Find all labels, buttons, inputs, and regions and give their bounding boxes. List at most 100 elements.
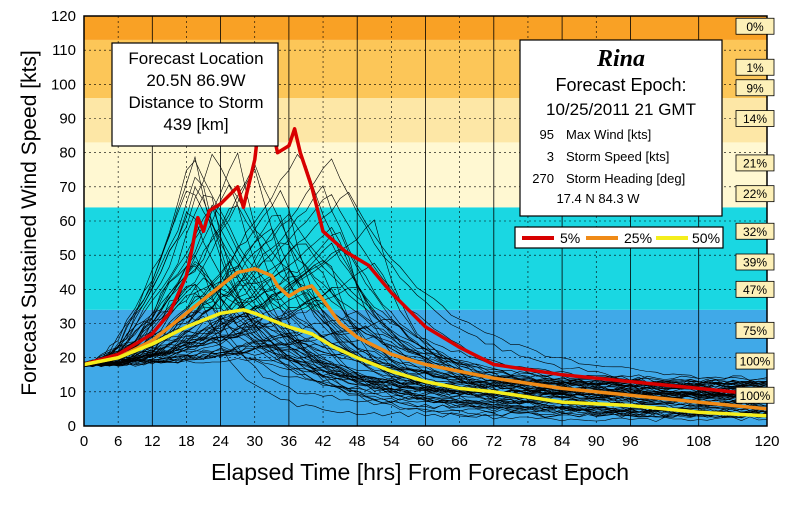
x-tick-0: 0 bbox=[80, 433, 88, 450]
x-tick-54: 54 bbox=[383, 433, 400, 450]
x-tick-108: 108 bbox=[686, 433, 711, 450]
x-axis-title: Elapsed Time [hrs] From Forecast Epoch bbox=[211, 459, 629, 485]
prob-label-11: 100% bbox=[740, 389, 771, 403]
y-tick-30: 30 bbox=[59, 316, 76, 333]
prob-label-3: 14% bbox=[743, 112, 767, 126]
prob-box-2 bbox=[735, 79, 775, 97]
y-tick-80: 80 bbox=[59, 145, 76, 162]
plot-frame bbox=[83, 15, 768, 427]
prob-box-3 bbox=[735, 110, 775, 127]
prob-label-0: 0% bbox=[746, 20, 764, 34]
ensemble-track-63 bbox=[84, 176, 767, 393]
prob-label-8: 47% bbox=[743, 283, 767, 297]
y-tick-0: 0 bbox=[68, 418, 76, 435]
series-line-25% bbox=[84, 267, 767, 411]
forecast-location-box: Forecast Location 20.5N 86.9W Distance t… bbox=[111, 42, 279, 147]
x-tick-24: 24 bbox=[212, 433, 229, 450]
y-tick-120: 120 bbox=[51, 8, 76, 25]
x-tick-90: 90 bbox=[588, 433, 605, 450]
prob-label-7: 39% bbox=[743, 256, 767, 270]
prob-label-9: 75% bbox=[743, 324, 767, 338]
storm-name: Rina bbox=[596, 46, 645, 72]
prob-box-10 bbox=[735, 352, 775, 370]
ensemble-track-58 bbox=[84, 265, 767, 414]
probability-labels: 0% 1% 9% 14% 21% 22% 32% 39% 47% 75% 100% 100% bbox=[735, 17, 775, 404]
stat-label-storm-speed: Storm Speed [kts] bbox=[566, 149, 669, 164]
y-tick-labels: 0 10 20 30 40 50 60 70 80 90 100 110 120 bbox=[51, 8, 76, 435]
y-tick-90: 90 bbox=[59, 111, 76, 128]
prob-box-4 bbox=[735, 154, 775, 172]
ensemble-track-68 bbox=[84, 277, 767, 403]
x-tick-30: 30 bbox=[246, 433, 263, 450]
x-tick-42: 42 bbox=[315, 433, 332, 450]
legend-label-50pct: 50% bbox=[692, 230, 720, 246]
prob-label-2: 9% bbox=[746, 81, 764, 95]
legend-label-25pct: 25% bbox=[624, 230, 652, 246]
ensemble-track-48 bbox=[84, 325, 767, 390]
stat-value-storm-speed: 3 bbox=[547, 149, 554, 164]
ensemble-track-45 bbox=[84, 292, 767, 408]
distance-value: 439 [km] bbox=[163, 115, 228, 134]
location-coords: 20.5N 86.9W bbox=[146, 71, 245, 90]
stat-label-storm-heading: Storm Heading [deg] bbox=[566, 171, 685, 186]
y-tick-50: 50 bbox=[59, 247, 76, 264]
percentile-series bbox=[84, 92, 767, 418]
prob-box-5 bbox=[735, 185, 775, 203]
x-tick-18: 18 bbox=[178, 433, 195, 450]
stat-value-max-wind: 95 bbox=[540, 127, 554, 142]
y-tick-100: 100 bbox=[51, 76, 76, 93]
x-tick-60: 60 bbox=[417, 433, 434, 450]
ensemble-track-10 bbox=[84, 158, 767, 384]
prob-label-10: 100% bbox=[740, 355, 771, 369]
y-axis-title: Forecast Sustained Wind Speed [kts] bbox=[18, 50, 41, 396]
y-tick-70: 70 bbox=[59, 179, 76, 196]
prob-label-6: 32% bbox=[743, 225, 767, 239]
location-title: Forecast Location bbox=[128, 49, 263, 68]
x-tick-labels: 0 6 12 18 24 30 36 42 48 54 60 66 72 78 84 90 96 108 120 bbox=[80, 433, 780, 450]
x-tick-48: 48 bbox=[349, 433, 366, 450]
prob-box-6 bbox=[735, 222, 775, 240]
y-tick-10: 10 bbox=[59, 384, 76, 401]
ensemble-track-60 bbox=[84, 191, 767, 381]
epoch-value: 10/25/2011 21 GMT bbox=[546, 100, 696, 119]
ensemble-track-29 bbox=[84, 190, 767, 399]
prob-label-5: 22% bbox=[743, 187, 767, 201]
x-tick-84: 84 bbox=[554, 433, 571, 450]
ensemble-track-56 bbox=[84, 194, 767, 398]
prob-box-0 bbox=[735, 17, 775, 35]
y-tick-20: 20 bbox=[59, 350, 76, 367]
y-tick-60: 60 bbox=[59, 213, 76, 230]
ensemble-track-46 bbox=[84, 279, 767, 381]
x-tick-66: 66 bbox=[451, 433, 468, 450]
legend-label-5pct: 5% bbox=[560, 230, 580, 246]
distance-title: Distance to Storm bbox=[128, 93, 263, 112]
epoch-label: Forecast Epoch: bbox=[555, 75, 686, 95]
ensemble-track-30 bbox=[84, 315, 767, 422]
x-tick-120: 120 bbox=[754, 433, 779, 450]
x-tick-72: 72 bbox=[485, 433, 502, 450]
y-tick-40: 40 bbox=[59, 281, 76, 298]
prob-box-1 bbox=[735, 58, 775, 76]
prob-label-4: 21% bbox=[743, 156, 767, 170]
ensemble-track-52 bbox=[84, 168, 767, 406]
prob-box-8 bbox=[735, 280, 775, 298]
prob-box-9 bbox=[735, 321, 775, 339]
x-tick-6: 6 bbox=[114, 433, 122, 450]
stat-label-max-wind: Max Wind [kts] bbox=[566, 127, 651, 142]
x-tick-12: 12 bbox=[144, 433, 161, 450]
series-line-50% bbox=[84, 308, 767, 418]
prob-label-1: 1% bbox=[746, 61, 764, 75]
ensemble-track-69 bbox=[84, 152, 767, 418]
prob-box-11 bbox=[735, 386, 775, 404]
prob-box-7 bbox=[735, 253, 775, 271]
legend: 5% 25% 50% bbox=[514, 226, 724, 249]
y-tick-110: 110 bbox=[52, 42, 76, 59]
x-tick-36: 36 bbox=[281, 433, 298, 450]
x-tick-96: 96 bbox=[622, 433, 639, 450]
ensemble-track-66 bbox=[84, 332, 767, 417]
storm-position: 17.4 N 84.3 W bbox=[556, 191, 640, 206]
stat-value-storm-heading: 270 bbox=[532, 171, 554, 186]
storm-info-box: Rina Forecast Epoch: 10/25/2011 21 GMT 9… bbox=[519, 39, 723, 217]
x-tick-78: 78 bbox=[520, 433, 537, 450]
